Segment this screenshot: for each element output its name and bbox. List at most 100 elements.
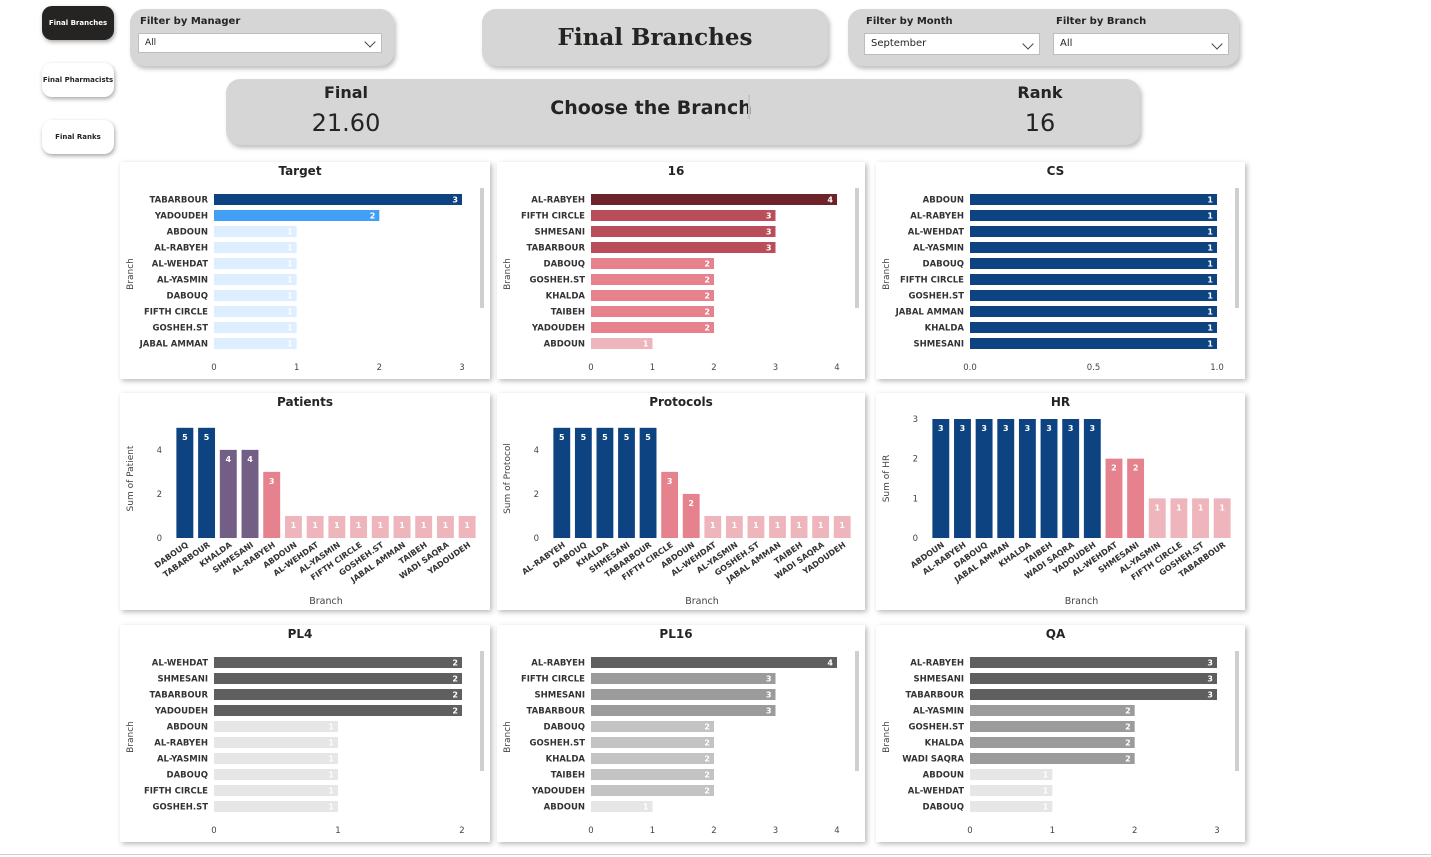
category-label: AL-RABYEH [154,244,208,254]
data-label: 1 [1198,503,1204,512]
scrollbar [480,188,484,308]
bar [284,515,302,538]
data-label: 1 [1207,308,1213,317]
data-label: 1 [1207,228,1213,237]
x-tick-label: 2 [377,363,382,373]
choose-branch-label[interactable]: Choose the Branch [550,97,752,119]
data-label: 1 [287,244,293,253]
bar [1148,498,1166,538]
bar [769,515,786,538]
bar [591,705,776,716]
y-tick-label: 3 [913,415,918,425]
y-tick-label: 4 [157,446,162,456]
data-label: 1 [818,521,824,530]
bar [970,769,1053,780]
y-axis-label: Branch [126,258,136,290]
month-dropdown[interactable]: September [864,33,1040,55]
data-label: 1 [1207,324,1213,333]
x-tick-label: 4 [834,363,839,373]
bar [214,785,338,796]
data-label: 1 [287,292,293,301]
category-label: AL-WEHDAT [152,659,208,669]
bar [214,769,338,780]
data-label: 3 [960,424,966,433]
manager-dropdown[interactable]: All [138,33,382,53]
final-value: 21.60 [311,109,381,137]
bar [214,705,462,716]
bar [970,210,1217,221]
c16-chart: 16 Branch AL-RABYEH 4 FIFTH CIRCLE 3 SHMESANI 3… [503,164,859,373]
data-label: 2 [688,499,694,508]
bar [241,449,259,538]
qa-chart-panel: QA Branch AL-RABYEH 3 SHMESANI 3 TABARBOUR 3 AL-… [876,625,1245,842]
data-label: 1 [287,228,293,237]
data-label: 3 [766,707,772,716]
bar [214,689,462,700]
chart-title: PL16 [659,627,692,641]
category-label: ABDOUN [923,196,964,206]
category-label: ABDOUN [544,340,585,350]
bar [618,427,635,538]
data-label: 1 [328,755,334,764]
x-tick-label: 3 [773,363,778,373]
category-label: GOSHEH.ST [152,324,208,334]
y-tick-label: 4 [534,446,539,456]
category-label: FIFTH CIRCLE [521,675,585,685]
nav-final-pharmacists-button[interactable]: Final Pharmacists [42,63,114,97]
category-label: JABAL AMMAN [895,308,964,318]
data-label: 1 [1043,787,1049,796]
data-label: 3 [452,196,458,205]
category-label: KHALDA [925,324,965,334]
qa-chart: QA Branch AL-RABYEH 3 SHMESANI 3 TABARBOUR 3 AL-… [882,627,1239,836]
x-tick-label: 1 [294,363,299,373]
protocols-chart-panel: Protocols Sum of Protocol Branch 0 2 4 5 AL-RAB… [497,393,865,610]
bar [970,338,1217,349]
bar [970,290,1217,301]
y-tick-label: 0 [913,534,918,544]
bar [812,515,830,538]
category-label: GOSHEH.ST [529,276,585,286]
bar [214,737,338,748]
chevron-down-icon [1022,38,1034,50]
divider [0,854,1431,855]
category-label: YADOUDEH [154,212,208,222]
data-label: 5 [645,433,651,442]
nav-final-branches-button[interactable]: Final Branches [42,6,114,40]
bar [214,721,338,732]
pl4-chart: PL4 Branch AL-WEHDAT 2 SHMESANI 2 TABARBOUR 2 YA… [126,627,484,836]
branch-dropdown[interactable]: All [1053,33,1229,55]
bar [591,226,776,237]
category-label: AL-RABYEH [154,739,208,749]
nav-final-ranks-button[interactable]: Final Ranks [42,120,114,154]
bar [214,657,462,668]
category-label: AL-WEHDAT [908,787,964,797]
data-label: 3 [981,424,987,433]
bar [970,226,1217,237]
bar [970,705,1135,716]
x-tick-label: 0 [588,363,593,373]
bar [591,721,714,732]
x-tick-label: 0 [967,826,972,836]
data-label: 2 [1111,464,1117,473]
category-label: DABOUQ [167,292,208,302]
bar [970,242,1217,253]
data-label: 1 [399,521,405,530]
bar [1018,419,1036,538]
data-label: 1 [464,521,470,530]
scrollbar [855,188,859,308]
bar [1062,419,1080,538]
y-tick-label: 1 [913,494,918,504]
y-tick-label: 2 [913,455,918,465]
bar [214,306,297,317]
data-label: 3 [269,477,275,486]
bar [214,290,297,301]
x-tick-label: 2 [459,826,464,836]
bar [970,785,1053,796]
data-label: 2 [1125,707,1131,716]
bar [970,306,1217,317]
category-label: TABARBOUR [150,196,209,206]
data-label: 1 [710,521,716,530]
